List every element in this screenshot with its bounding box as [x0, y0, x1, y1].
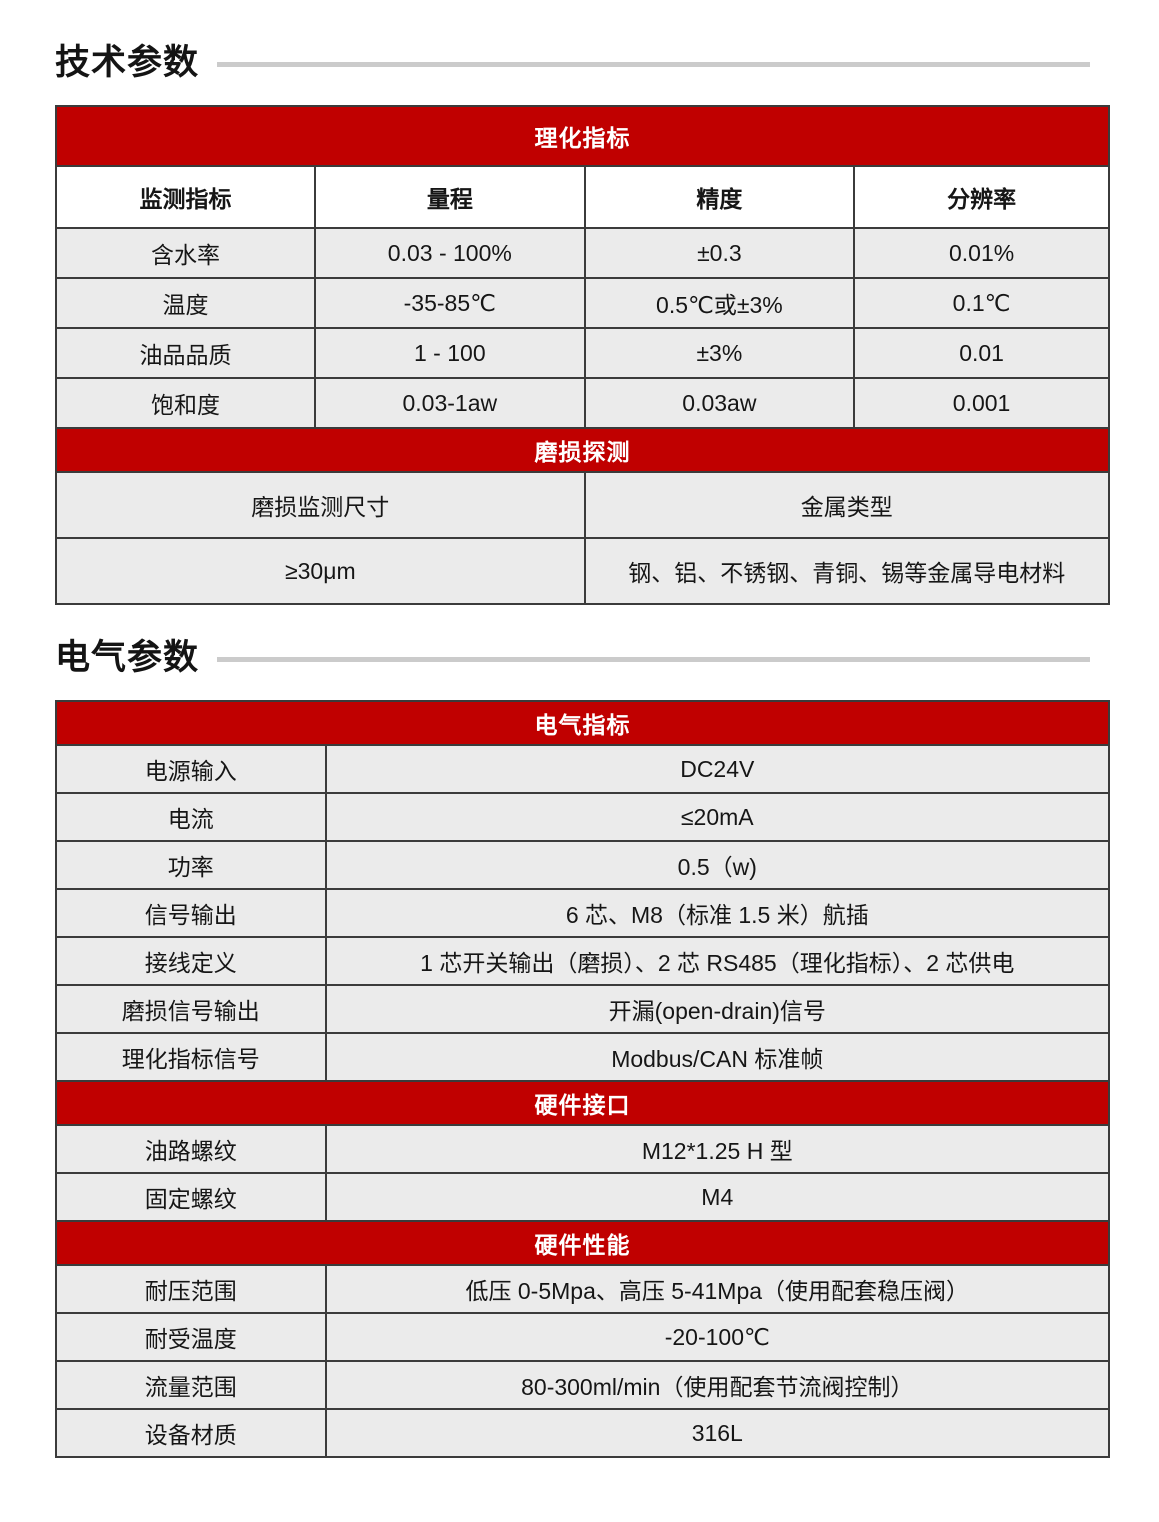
cell-value: 6 芯、M8（标准 1.5 米）航插 [324, 888, 1111, 938]
cell-value: 0.5（w) [324, 840, 1111, 890]
section-head-technical: 技术参数 [55, 34, 1110, 85]
table-section-header: 硬件性能 [55, 1220, 1110, 1266]
cell-value: DC24V [324, 744, 1111, 794]
cell-value: Modbus/CAN 标准帧 [324, 1032, 1111, 1082]
row-label: 油品品质 [54, 327, 317, 379]
column-header: 磨损监测尺寸 [55, 471, 586, 539]
row-label: 固定螺纹 [55, 1172, 327, 1222]
cell-value: ±0.3 [583, 227, 856, 279]
row-label: 电流 [55, 792, 327, 842]
table-row: ≥30μm 钢、铝、不锈钢、青铜、锡等金属导电材料 [55, 537, 1111, 605]
title-rule [217, 657, 1090, 662]
table-row: 硬件接口 [55, 1080, 1110, 1126]
table-row: 电流 ≤20mA [55, 792, 1111, 842]
table-row: 磨损探测 [55, 427, 1110, 473]
row-label: 耐受温度 [55, 1312, 327, 1362]
cell-value: 0.01% [853, 227, 1110, 279]
row-label: 功率 [55, 840, 327, 890]
section-title-technical: 技术参数 [55, 43, 200, 82]
column-header: 金属类型 [583, 471, 1111, 539]
cell-value: 低压 0-5Mpa、高压 5-41Mpa（使用配套稳压阀） [324, 1264, 1111, 1314]
table-row: 功率 0.5（w) [55, 840, 1111, 890]
row-label: 油路螺纹 [55, 1124, 327, 1174]
table-row: 硬件性能 [55, 1220, 1110, 1266]
row-label: 信号输出 [55, 888, 327, 938]
table-row: 固定螺纹 M4 [55, 1172, 1111, 1222]
table-row: 饱和度 0.03-1aw 0.03aw 0.001 [54, 377, 1110, 429]
cell-value: ≥30μm [55, 537, 586, 605]
cell-value: 0.5℃或±3% [583, 277, 856, 329]
table-row: 耐压范围 低压 0-5Mpa、高压 5-41Mpa（使用配套稳压阀） [55, 1264, 1111, 1314]
row-label: 理化指标信号 [55, 1032, 327, 1082]
table-row: 电气指标 [55, 700, 1110, 746]
table-row: 磨损信号输出 开漏(open-drain)信号 [55, 984, 1111, 1034]
cell-value: 1 - 100 [314, 327, 586, 379]
electrical-spec-table: 电气指标 电源输入 DC24V 电流 ≤20mA 功率 0.5（w) 信号输出 … [55, 700, 1111, 1458]
section-title-electrical: 电气参数 [55, 638, 200, 677]
title-rule [217, 62, 1090, 67]
table-row: 磨损监测尺寸 金属类型 [55, 471, 1111, 539]
cell-value: 1 芯开关输出（磨损）、2 芯 RS485（理化指标）、2 芯供电 [324, 936, 1111, 986]
cell-value: 316L [324, 1408, 1111, 1458]
table-row: 流量范围 80-300ml/min（使用配套节流阀控制） [55, 1360, 1111, 1410]
cell-value: 钢、铝、不锈钢、青铜、锡等金属导电材料 [583, 537, 1111, 605]
row-label: 设备材质 [55, 1408, 327, 1458]
table-row: 信号输出 6 芯、M8（标准 1.5 米）航插 [55, 888, 1111, 938]
table-row: 含水率 0.03 - 100% ±0.3 0.01% [54, 227, 1110, 279]
physchem-spec-table: 理化指标 监测指标 量程 精度 分辨率 含水率 0.03 - 100% ±0.3… [54, 105, 1111, 605]
cell-value: -35-85℃ [314, 277, 586, 329]
table-row: 耐受温度 -20-100℃ [55, 1312, 1111, 1362]
table-row: 油路螺纹 M12*1.25 H 型 [55, 1124, 1111, 1174]
cell-value: ≤20mA [324, 792, 1111, 842]
table-section-header: 理化指标 [55, 105, 1110, 167]
section-head-electrical: 电气参数 [55, 629, 1110, 680]
row-label: 磨损信号输出 [55, 984, 327, 1034]
cell-value: ±3% [583, 327, 856, 379]
table-row: 接线定义 1 芯开关输出（磨损）、2 芯 RS485（理化指标）、2 芯供电 [55, 936, 1111, 986]
cell-value: -20-100℃ [324, 1312, 1111, 1362]
column-header: 精度 [583, 165, 856, 229]
column-header: 分辨率 [853, 165, 1110, 229]
row-label: 耐压范围 [55, 1264, 327, 1314]
datasheet-page: 技术参数 理化指标 监测指标 量程 精度 分辨率 含水率 0.03 - 100%… [54, 34, 1111, 1458]
cell-value: 0.1℃ [853, 277, 1110, 329]
cell-value: 开漏(open-drain)信号 [324, 984, 1111, 1034]
cell-value: 80-300ml/min（使用配套节流阀控制） [324, 1360, 1111, 1410]
cell-value: 0.03 - 100% [314, 227, 586, 279]
table-row: 设备材质 316L [55, 1408, 1111, 1458]
row-label: 电源输入 [55, 744, 327, 794]
table-section-header: 硬件接口 [55, 1080, 1110, 1126]
table-row: 电源输入 DC24V [55, 744, 1111, 794]
table-row: 油品品质 1 - 100 ±3% 0.01 [54, 327, 1110, 379]
table-row: 温度 -35-85℃ 0.5℃或±3% 0.1℃ [54, 277, 1110, 329]
column-header: 量程 [314, 165, 586, 229]
row-label: 接线定义 [55, 936, 327, 986]
table-section-header: 磨损探测 [55, 427, 1110, 473]
cell-value: M4 [324, 1172, 1111, 1222]
cell-value: 0.01 [853, 327, 1110, 379]
row-label: 温度 [54, 277, 317, 329]
row-label: 含水率 [54, 227, 317, 279]
cell-value: 0.03-1aw [314, 377, 586, 429]
table-row: 监测指标 量程 精度 分辨率 [54, 165, 1110, 229]
table-row: 理化指标 [55, 105, 1110, 167]
cell-value: M12*1.25 H 型 [324, 1124, 1111, 1174]
table-section-header: 电气指标 [55, 700, 1110, 746]
table-row: 理化指标信号 Modbus/CAN 标准帧 [55, 1032, 1111, 1082]
row-label: 饱和度 [54, 377, 317, 429]
cell-value: 0.001 [853, 377, 1110, 429]
column-header: 监测指标 [54, 165, 317, 229]
cell-value: 0.03aw [583, 377, 856, 429]
row-label: 流量范围 [55, 1360, 327, 1410]
